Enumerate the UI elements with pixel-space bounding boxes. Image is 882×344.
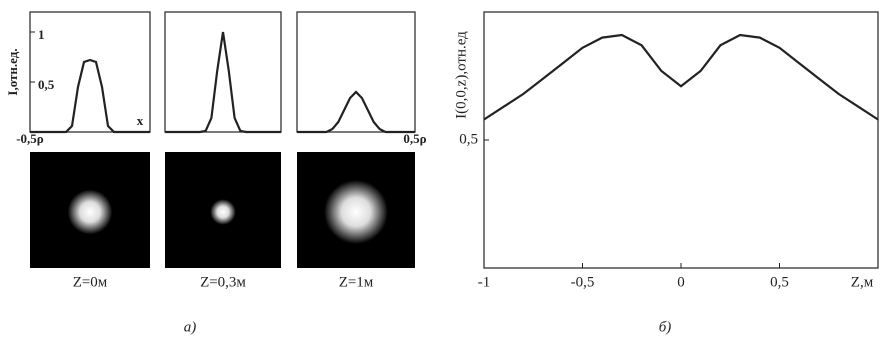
curve (165, 32, 281, 132)
curve (484, 35, 878, 120)
beam-spot (324, 180, 388, 244)
plot-frame (30, 12, 150, 132)
y-tick-label: 0,5 (38, 77, 55, 92)
x-tick-label: -1 (478, 274, 491, 290)
x-axis-label: Z,м (851, 274, 874, 290)
x-tick-label: -0,5 (571, 274, 595, 290)
plot-frame (297, 12, 415, 132)
x-tick-label: 0,5ρ (403, 131, 426, 146)
x-tick-label: -0,5ρ (16, 131, 44, 146)
image-caption: Z=1м (339, 274, 374, 290)
beam-spot (210, 199, 236, 225)
plot-frame (484, 12, 878, 268)
y-axis-label: I(0,0,z),отн.ед (453, 31, 469, 119)
x-tick-label: 0 (677, 274, 685, 290)
x-tick-label: 0,5 (770, 274, 789, 290)
curve (30, 60, 150, 132)
beam-spot (68, 190, 113, 235)
y-axis-label: I,отн.ед. (5, 48, 20, 95)
y-tick-label: 1 (38, 27, 45, 42)
figure: а) б) 0,5 1 -0,5ρ I,отн.ед. x Z=0м Z=0,3м 0,5ρ Z… (0, 0, 882, 344)
curve (297, 92, 415, 132)
x-axis-label: x (137, 113, 144, 128)
plot-frame (165, 12, 281, 132)
y-tick-label: 0,5 (459, 131, 478, 147)
panel-label: б) (659, 319, 672, 335)
image-caption: Z=0,3м (200, 274, 246, 290)
image-caption: Z=0м (73, 274, 108, 290)
panel-label: а) (184, 319, 197, 335)
